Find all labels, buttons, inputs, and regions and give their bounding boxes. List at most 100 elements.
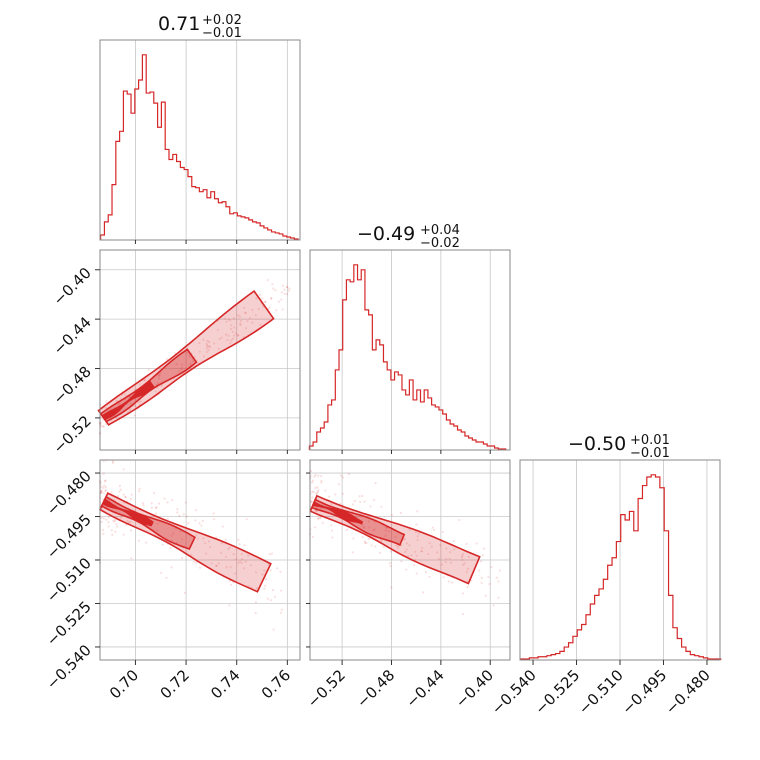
scatter-point-1-0 <box>259 323 262 326</box>
scatter-point-2-1 <box>374 481 377 485</box>
title-param-2: −0.49 <box>357 223 415 245</box>
scatter-point-1-0 <box>117 403 120 406</box>
scatter-point-1-0 <box>244 311 247 314</box>
x-tick-label-1-0: −0.52 <box>304 666 349 711</box>
scatter-point-2-1 <box>351 551 354 554</box>
scatter-point-1-0 <box>281 308 284 311</box>
scatter-point-2-0 <box>245 517 248 521</box>
scatter-point-2-0 <box>126 519 129 522</box>
scatter-point-1-0 <box>229 342 232 345</box>
x-tick-label-0-3: 0.76 <box>258 666 294 702</box>
scatter-point-2-1 <box>331 536 334 539</box>
scatter-point-2-1 <box>311 496 314 499</box>
scatter-point-2-0 <box>129 529 133 532</box>
scatter-point-1-0 <box>237 314 240 317</box>
scatter-point-2-1 <box>361 536 364 539</box>
scatter-point-2-1 <box>414 531 417 534</box>
scatter-point-2-0 <box>220 542 224 545</box>
scatter-point-2-1 <box>379 538 383 542</box>
scatter-point-2-1 <box>461 612 465 616</box>
scatter-point-2-1 <box>413 550 417 554</box>
scatter-point-2-0 <box>170 566 173 569</box>
scatter-point-1-0 <box>123 392 126 396</box>
scatter-point-2-1 <box>363 500 366 503</box>
scatter-point-2-1 <box>319 517 322 520</box>
scatter-point-2-0 <box>101 528 105 532</box>
scatter-point-2-0 <box>180 556 184 560</box>
scatter-point-1-0 <box>261 297 264 300</box>
scatter-point-2-0 <box>265 578 268 581</box>
scatter-point-1-0 <box>266 279 269 282</box>
scatter-point-2-0 <box>114 530 117 533</box>
scatter-point-2-1 <box>320 479 323 483</box>
scatter-point-2-0 <box>129 520 132 524</box>
scatter-point-2-1 <box>384 534 387 537</box>
scatter-point-2-0 <box>104 485 108 489</box>
scatter-point-2-1 <box>317 517 320 520</box>
scatter-point-2-1 <box>337 483 341 486</box>
scatter-point-1-0 <box>286 292 289 296</box>
scatter-point-2-1 <box>311 479 315 482</box>
y-tick-label-2-2: −0.510 <box>43 554 95 606</box>
scatter-point-2-0 <box>180 538 184 541</box>
scatter-point-2-1 <box>420 550 423 553</box>
scatter-point-2-1 <box>328 495 331 498</box>
scatter-point-2-0 <box>224 538 227 541</box>
scatter-point-1-0 <box>101 425 104 428</box>
scatter-point-1-0 <box>128 395 131 399</box>
scatter-point-2-0 <box>270 552 274 555</box>
scatter-point-2-0 <box>130 493 133 496</box>
scatter-point-1-0 <box>158 374 161 378</box>
scatter-point-2-1 <box>402 538 406 541</box>
scatter-point-2-0 <box>166 501 169 504</box>
scatter-point-2-1 <box>367 520 370 523</box>
scatter-point-2-1 <box>480 576 483 579</box>
scatter-point-2-1 <box>320 475 323 478</box>
scatter-point-2-0 <box>115 523 118 526</box>
scatter-point-2-0 <box>210 562 213 565</box>
scatter-point-2-1 <box>389 565 392 568</box>
scatter-point-2-1 <box>400 560 403 563</box>
scatter-point-2-1 <box>462 563 465 566</box>
scatter-point-2-0 <box>208 540 211 543</box>
scatter-point-1-0 <box>286 285 289 289</box>
scatter-point-2-1 <box>313 475 316 478</box>
scatter-point-2-0 <box>113 520 116 523</box>
scatter-point-1-0 <box>236 333 240 337</box>
scatter-point-2-1 <box>320 481 323 484</box>
scatter-point-1-0 <box>143 379 146 382</box>
scatter-point-1-0 <box>224 333 228 336</box>
scatter-point-2-1 <box>310 500 313 503</box>
scatter-point-2-0 <box>221 525 224 528</box>
scatter-point-2-0 <box>241 558 244 561</box>
scatter-point-2-0 <box>229 566 232 569</box>
scatter-point-2-0 <box>107 516 110 519</box>
scatter-point-1-0 <box>230 339 233 342</box>
scatter-point-2-0 <box>150 506 153 509</box>
scatter-point-1-0 <box>281 284 285 287</box>
scatter-point-2-1 <box>382 545 385 549</box>
scatter-point-2-0 <box>119 516 123 519</box>
scatter-point-2-1 <box>453 548 456 551</box>
scatter-point-2-1 <box>428 575 431 579</box>
scatter-point-2-1 <box>385 526 388 529</box>
scatter-point-1-0 <box>216 328 219 332</box>
scatter-point-1-0 <box>202 355 206 358</box>
scatter-point-1-0 <box>272 287 275 290</box>
scatter-point-1-0 <box>288 287 291 290</box>
scatter-point-2-0 <box>138 487 141 490</box>
scatter-point-1-0 <box>105 423 108 426</box>
scatter-point-2-1 <box>420 550 424 553</box>
scatter-point-2-0 <box>170 534 173 538</box>
scatter-point-2-1 <box>316 486 319 489</box>
scatter-point-1-0 <box>160 384 163 387</box>
scatter-point-2-1 <box>458 518 461 522</box>
scatter-point-2-0 <box>103 480 107 483</box>
scatter-point-1-0 <box>154 390 157 393</box>
scatter-point-2-0 <box>172 532 175 535</box>
scatter-point-1-0 <box>143 378 146 381</box>
scatter-point-2-0 <box>264 584 267 587</box>
contour-core-1-0 <box>101 380 155 421</box>
scatter-point-2-0 <box>163 497 166 500</box>
